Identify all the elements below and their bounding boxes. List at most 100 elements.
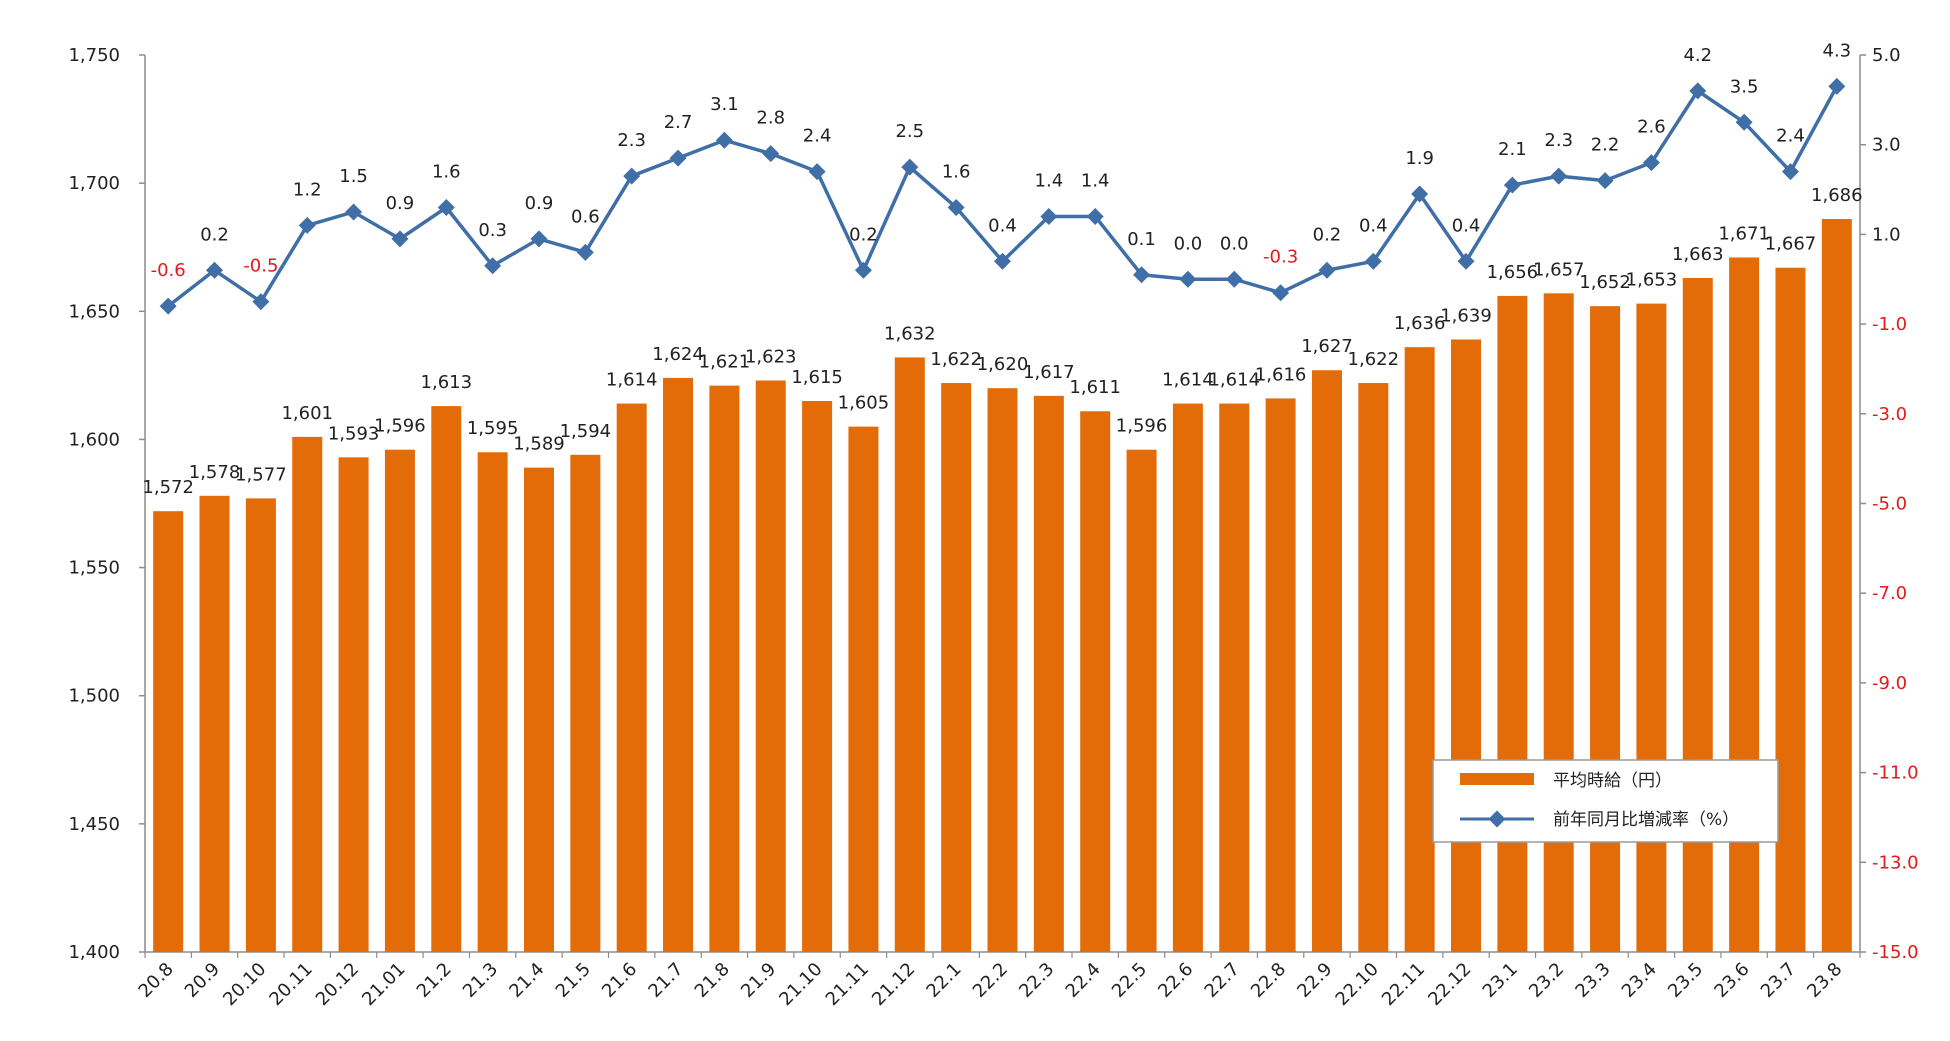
bar [987, 388, 1018, 953]
legend-line-marker [1488, 810, 1506, 828]
line-data-label: 1.5 [339, 166, 368, 187]
y-left-tick-label: 1,450 [68, 814, 120, 835]
line-point [669, 149, 687, 167]
line-data-label: 0.0 [1174, 233, 1203, 254]
line-data-label: 1.9 [1405, 148, 1434, 169]
x-tick-label: 20.8 [135, 959, 178, 1002]
bar [1404, 347, 1435, 952]
line-point [530, 230, 548, 248]
bar-data-label: 1,611 [1069, 377, 1121, 398]
bar-data-label: 1,594 [560, 421, 612, 442]
y-left-tick-label: 1,650 [68, 301, 120, 322]
bar [1265, 398, 1296, 952]
x-tick-label: 20.12 [312, 959, 363, 1010]
line-data-label: 2.8 [756, 108, 785, 129]
bar-data-label: 1,620 [977, 354, 1029, 375]
bar-data-label: 1,639 [1440, 305, 1492, 326]
x-tick-label: 21.3 [459, 959, 502, 1002]
x-tick-label: 23.7 [1757, 959, 1800, 1002]
bar [1497, 295, 1528, 952]
line-data-label: -0.5 [243, 256, 278, 277]
x-tick-label: 22.3 [1015, 959, 1058, 1002]
x-tick-label: 21.10 [775, 959, 826, 1010]
bar-data-label: 1,656 [1487, 262, 1539, 283]
bar-data-label: 1,622 [930, 349, 982, 370]
line-point [298, 216, 316, 234]
line-data-label: 2.5 [895, 121, 924, 142]
line-data-label: 0.4 [1452, 215, 1481, 236]
bar-series [153, 219, 1852, 953]
legend-bar-label: 平均時給（円） [1553, 771, 1672, 791]
line-data-label: 0.1 [1127, 229, 1156, 250]
line-data-label: 0.2 [200, 224, 229, 245]
bar [292, 436, 323, 952]
x-tick-label: 21.8 [691, 959, 734, 1002]
line-data-label: 1.6 [942, 161, 971, 182]
line-data-label: 2.2 [1591, 135, 1620, 156]
x-tick-label: 21.2 [413, 959, 456, 1002]
line-data-label: 2.1 [1498, 139, 1527, 160]
line-data-label: 2.3 [1544, 130, 1573, 151]
x-tick-label: 21.5 [552, 959, 595, 1002]
x-tick-label: 22.12 [1424, 959, 1475, 1010]
x-tick-label: 22.1 [922, 959, 965, 1002]
x-tick-label: 22.10 [1332, 959, 1383, 1010]
bar [570, 454, 601, 952]
bar [755, 380, 786, 952]
x-tick-label: 23.8 [1803, 959, 1846, 1002]
bar [1033, 395, 1064, 952]
bar [338, 457, 369, 952]
bar [1172, 403, 1203, 952]
line-data-label: 2.6 [1637, 117, 1666, 138]
y-right-tick-label: 3.0 [1872, 135, 1901, 156]
line-point [1828, 77, 1846, 95]
bar-data-label: 1,623 [745, 346, 797, 367]
line-data-labels: -0.6 0.2 -0.5 1.2 1.5 0.9 1.6 0.3 0.9 0.6 2.3 2.7 3.… [151, 40, 1852, 281]
line-data-label: 1.2 [293, 179, 322, 200]
line-data-label: 2.3 [617, 130, 646, 151]
bar [1729, 257, 1760, 953]
x-tick-label: 22.4 [1062, 959, 1105, 1002]
line-data-label: 1.6 [432, 161, 461, 182]
line-point [206, 261, 224, 279]
x-tick-label: 23.5 [1664, 959, 1707, 1002]
bar-data-labels: 1,5721,5781,5771,6011,5931,5961,6131,595… [142, 185, 1862, 498]
x-tick-label: 23.4 [1618, 959, 1661, 1002]
line-point [345, 203, 363, 221]
bar [663, 377, 694, 952]
line-point [1642, 154, 1660, 172]
x-tick-label: 22.9 [1293, 959, 1336, 1002]
line-data-label: -0.6 [151, 260, 186, 281]
bar [1311, 370, 1342, 952]
x-tick-label: 20.11 [265, 959, 316, 1010]
bar [1636, 303, 1667, 952]
bar-data-label: 1,577 [235, 464, 287, 485]
bar-data-label: 1,671 [1718, 223, 1770, 244]
bar [1358, 383, 1389, 952]
line-point [1179, 270, 1197, 288]
bar [709, 385, 740, 952]
line-data-label: 0.6 [571, 206, 600, 227]
bar-data-label: 1,614 [1162, 370, 1214, 391]
y-left-tick-label: 1,550 [68, 558, 120, 579]
bar [894, 357, 925, 953]
line-point [391, 230, 409, 248]
bar [1775, 267, 1806, 952]
bar-data-label: 1,615 [791, 367, 843, 388]
line-data-label: 1.4 [1035, 170, 1064, 191]
y-right-tick-label: -13.0 [1872, 852, 1919, 873]
bar-data-label: 1,657 [1533, 259, 1585, 280]
line-data-label: 0.4 [1359, 215, 1388, 236]
y-right-tick-label: 5.0 [1872, 45, 1901, 66]
bar-data-label: 1,624 [652, 344, 704, 365]
x-tick-label: 23.1 [1479, 959, 1522, 1002]
y-right-tick-label: -3.0 [1872, 404, 1907, 425]
line-data-label: 0.9 [386, 193, 415, 214]
bar-data-label: 1,653 [1626, 270, 1678, 291]
x-tick-label: 20.9 [181, 959, 224, 1002]
bar [477, 452, 508, 952]
bar-data-label: 1,622 [1348, 349, 1400, 370]
line-data-label: 4.3 [1823, 40, 1852, 61]
line-data-label: 2.7 [664, 112, 693, 133]
line-data-label: 0.3 [478, 220, 507, 241]
